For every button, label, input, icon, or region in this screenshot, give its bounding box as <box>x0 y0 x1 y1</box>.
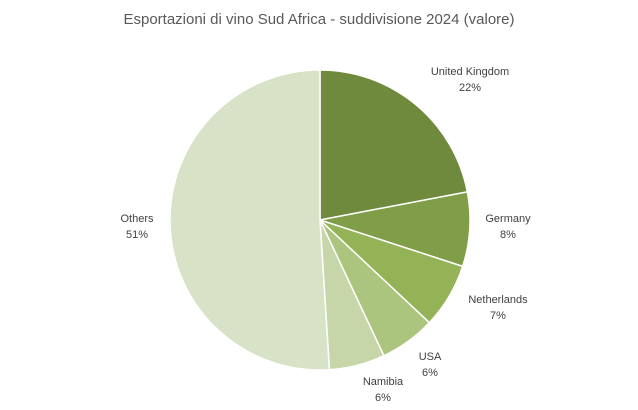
slice-label: Germany <box>485 213 531 225</box>
slice-value-label: 22% <box>459 82 481 94</box>
slice-label: Netherlands <box>468 294 528 306</box>
slice-value-label: 6% <box>375 392 391 404</box>
pie-slice <box>169 69 331 371</box>
pie-slice <box>319 69 469 221</box>
slice-value-label: 51% <box>126 229 148 241</box>
slice-label: United Kingdom <box>431 66 509 78</box>
chart-title: Esportazioni di vino Sud Africa - suddiv… <box>123 11 514 28</box>
slice-label: Namibia <box>363 376 404 388</box>
slice-value-label: 7% <box>490 310 506 322</box>
slice-value-label: 6% <box>422 367 438 379</box>
slice-value-label: 8% <box>500 229 516 241</box>
slice-label: Others <box>120 213 154 225</box>
slice-label: USA <box>419 351 442 363</box>
